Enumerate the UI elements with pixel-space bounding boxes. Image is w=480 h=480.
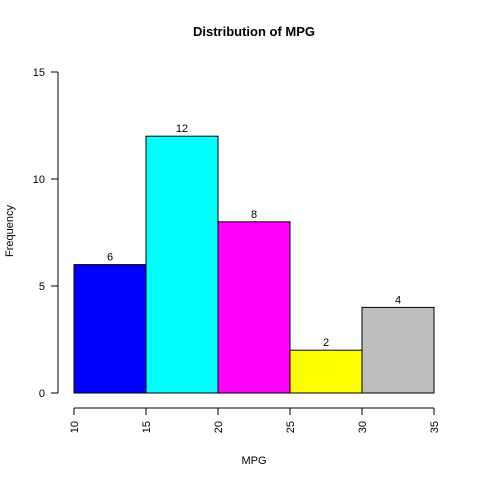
x-tick-label: 25 [285,421,297,433]
x-axis: 10 15 20 25 30 35 [69,407,441,433]
chart-title: Distribution of MPG [193,24,315,39]
bar-30-35 [361,306,435,394]
y-tick-label: 5 [39,281,45,293]
bar-10-15 [73,264,147,394]
data-label-15-20: 12 [176,123,188,135]
data-label-30-35: 4 [395,294,401,306]
bars-group [73,135,435,394]
y-tick-label: 10 [33,174,45,186]
y-axis-label: Frequency [4,205,16,257]
x-tick-label: 30 [357,421,369,433]
bar-15-20 [145,135,219,394]
data-label-25-30: 2 [323,337,329,349]
y-tick-label: 0 [39,388,45,400]
x-tick-label: 20 [213,421,225,433]
data-labels-group: 6 12 8 2 4 [107,123,401,349]
data-label-20-25: 8 [251,209,257,221]
y-tick-label: 15 [33,67,45,79]
x-tick-label: 35 [429,421,441,433]
x-axis-label: MPG [241,455,266,467]
y-axis: 0 5 10 15 [33,67,59,400]
data-label-10-15: 6 [107,252,113,264]
bar-25-30 [289,349,363,394]
bar-20-25 [217,221,291,394]
x-tick-label: 10 [69,421,81,433]
x-tick-label: 15 [141,421,153,433]
